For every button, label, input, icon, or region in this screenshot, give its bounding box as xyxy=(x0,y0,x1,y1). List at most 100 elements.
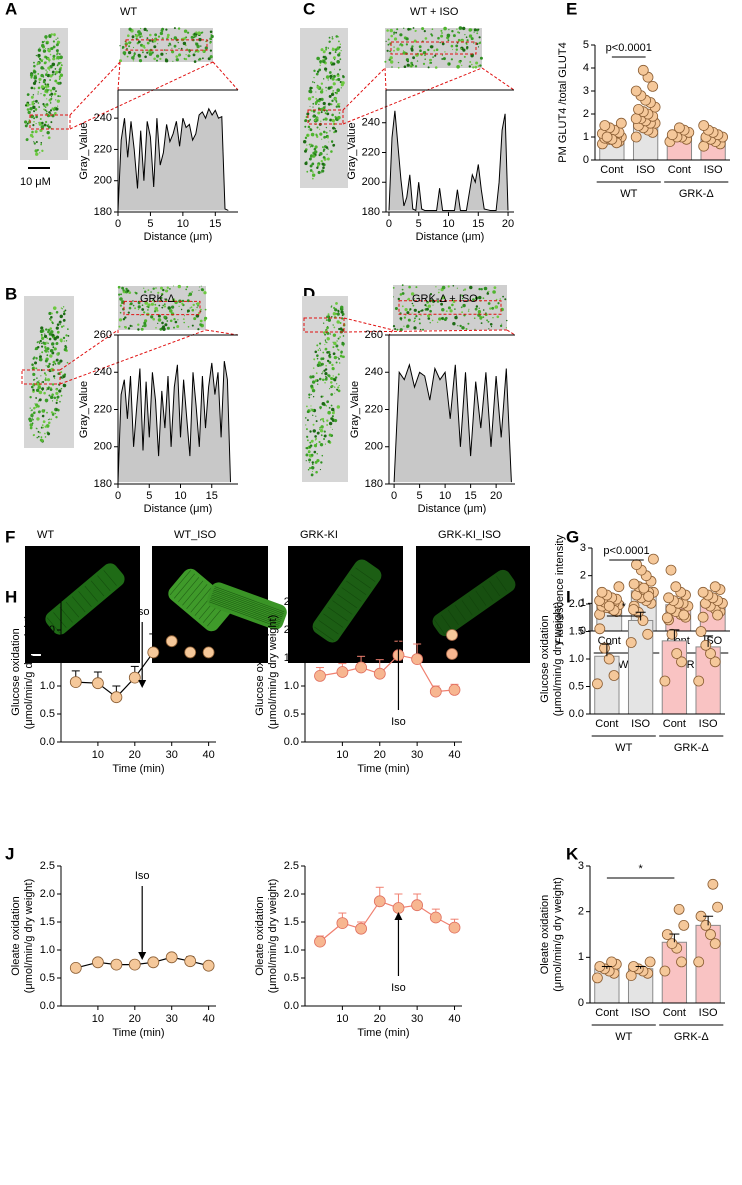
speckle xyxy=(311,380,316,384)
speckle xyxy=(35,388,40,392)
speckle xyxy=(322,156,326,159)
speckle xyxy=(315,116,318,119)
speckle xyxy=(329,118,332,122)
speckle xyxy=(39,57,42,61)
speckle xyxy=(30,95,34,99)
speckle xyxy=(39,353,41,355)
speckle xyxy=(432,56,434,58)
speckle xyxy=(441,308,445,312)
x-tick-label: ISO xyxy=(704,164,723,176)
striation xyxy=(97,575,111,592)
speckle xyxy=(486,292,490,295)
speckle xyxy=(410,65,412,67)
speckle xyxy=(332,62,336,66)
speckle xyxy=(26,93,30,97)
speckle xyxy=(118,318,123,322)
speckle xyxy=(52,57,56,61)
speckle xyxy=(46,103,49,106)
speckle xyxy=(332,90,334,92)
speckle xyxy=(42,426,45,429)
speckle xyxy=(37,430,40,433)
speckle xyxy=(333,341,337,346)
x-tick-label: 10 xyxy=(442,218,454,230)
speckle xyxy=(326,331,330,335)
speckle xyxy=(335,361,338,364)
speckle xyxy=(328,354,330,357)
y-tick-label: 3 xyxy=(578,860,584,872)
callout-line xyxy=(69,61,121,116)
speckle xyxy=(50,96,53,98)
data-point xyxy=(355,922,368,935)
speckle xyxy=(59,359,63,363)
y-tick-label: 0.5 xyxy=(569,680,584,692)
speckle xyxy=(459,62,461,64)
speckle xyxy=(338,112,341,114)
speckle xyxy=(38,123,42,126)
speckle xyxy=(421,27,425,31)
speckle xyxy=(448,29,450,31)
speckle xyxy=(49,79,52,81)
y-tick-label: 1.0 xyxy=(569,653,584,665)
speckle xyxy=(482,309,485,311)
speckle xyxy=(327,374,331,378)
speckle xyxy=(316,70,320,73)
speckle xyxy=(326,400,330,404)
speckle xyxy=(323,430,326,433)
speckle xyxy=(51,413,55,416)
speckle xyxy=(183,37,186,41)
speckle xyxy=(493,286,497,289)
speckle xyxy=(475,296,479,300)
y-tick-label: 5 xyxy=(583,39,589,51)
y-tick-label: 2.0 xyxy=(40,888,55,900)
speckle xyxy=(437,36,440,40)
speckle xyxy=(308,466,312,470)
speckle xyxy=(391,66,393,68)
speckle xyxy=(405,314,407,316)
speckle xyxy=(46,71,48,73)
speckle xyxy=(124,42,128,46)
speckle xyxy=(315,91,317,93)
speckle xyxy=(335,35,339,38)
speckle xyxy=(486,319,488,322)
speckle xyxy=(431,319,434,322)
speckle xyxy=(39,128,43,133)
y-tick-label: 4 xyxy=(583,62,589,74)
speckle xyxy=(431,34,434,37)
speckle xyxy=(47,83,49,86)
speckle xyxy=(37,91,40,93)
speckle xyxy=(448,63,451,65)
speckle xyxy=(441,295,446,300)
speckle xyxy=(412,56,415,60)
data-point xyxy=(373,895,386,908)
speckle xyxy=(56,395,60,399)
speckle xyxy=(200,288,204,292)
speckle xyxy=(314,101,318,105)
speckle xyxy=(211,56,213,58)
speckle xyxy=(476,42,479,46)
speckle xyxy=(196,306,198,309)
y-axis-label: (μmol/min/g dry weight) xyxy=(552,877,564,992)
speckle xyxy=(307,468,310,471)
speckle xyxy=(337,373,340,376)
x-tick-label: 0 xyxy=(391,490,397,502)
speckle xyxy=(321,88,324,91)
y-axis-label: Gray_Value xyxy=(78,381,90,438)
speckle xyxy=(60,325,64,328)
data-point xyxy=(128,958,141,971)
speckle xyxy=(50,395,54,400)
speckle xyxy=(209,37,212,41)
speckle xyxy=(415,286,418,289)
speckle xyxy=(47,418,50,421)
speckle xyxy=(157,291,160,294)
speckle xyxy=(326,378,328,380)
y-tick-label: 180 xyxy=(94,206,112,218)
speckle xyxy=(65,334,68,337)
speckle xyxy=(41,149,44,153)
speckle xyxy=(43,123,47,127)
speckle xyxy=(411,45,414,48)
legend-label: WT xyxy=(462,629,479,641)
data-point xyxy=(633,104,644,115)
speckle xyxy=(131,38,133,40)
y-axis-label: (μmol/min/g dry weight) xyxy=(552,602,564,717)
speckle xyxy=(324,371,328,376)
